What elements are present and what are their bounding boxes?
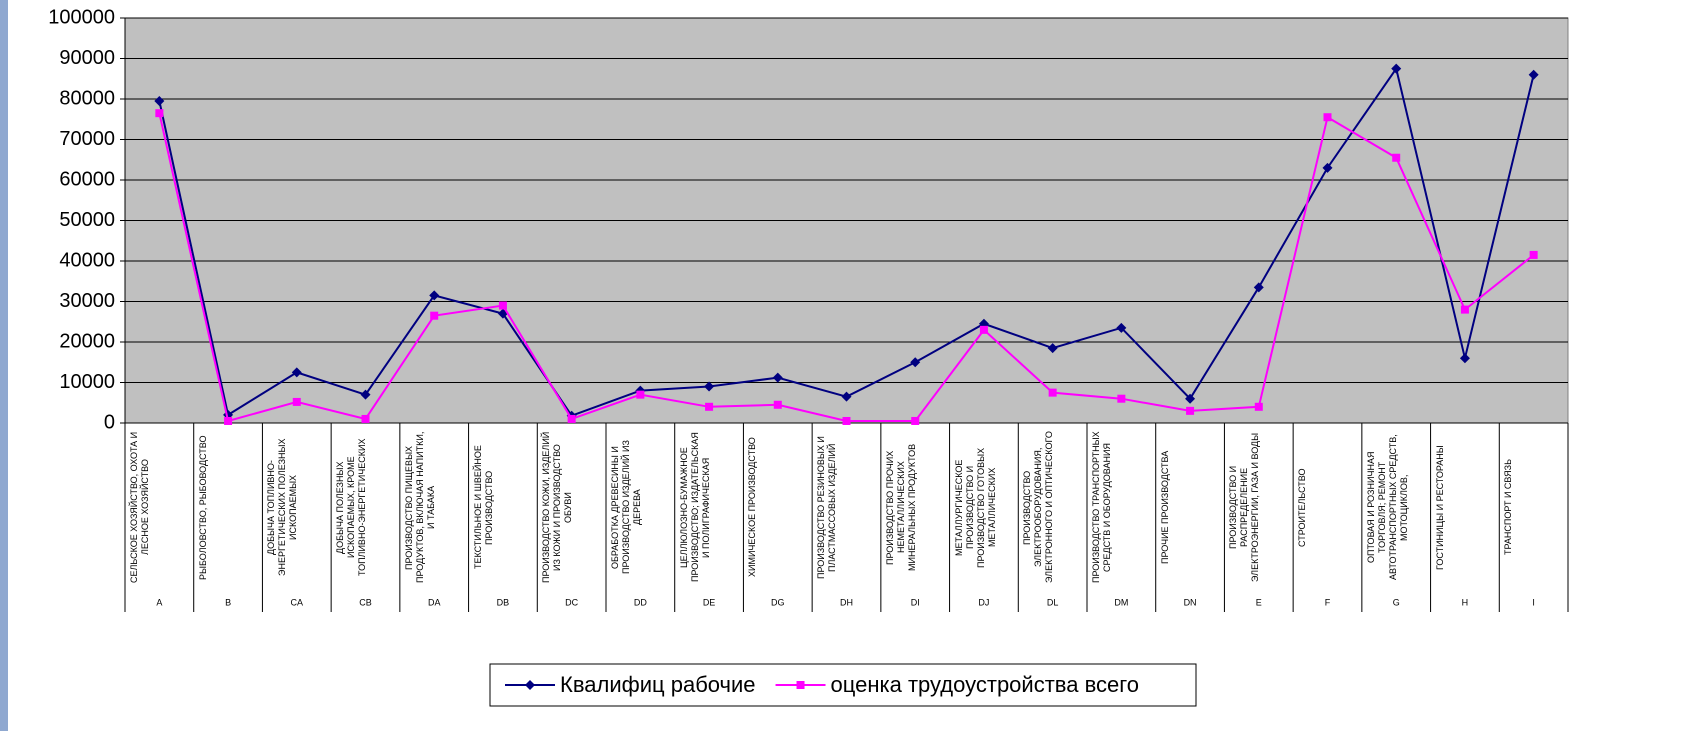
- point-marker: [1529, 250, 1538, 259]
- x-category-code: CB: [359, 597, 372, 607]
- x-category-name: ПРОИЗВОДСТВО РЕЗИНОВЫХ И ПЛАСТМАССОВЫХ И…: [816, 436, 838, 579]
- y-tick-label: 80000: [59, 87, 115, 109]
- point-marker: [1186, 406, 1195, 415]
- point-marker: [498, 301, 507, 310]
- point-marker: [704, 381, 715, 392]
- x-category-code: A: [156, 597, 162, 607]
- point-marker: [1528, 69, 1539, 80]
- y-tick-label: 100000: [48, 6, 115, 28]
- x-category-name: СЕЛЬСКОЕ ХОЗЯЙСТВО, ОХОТА И ЛЕСНОЕ ХОЗЯЙ…: [129, 431, 150, 584]
- x-category-name: ПРОЧИЕ ПРОИЗВОДСТВА: [1159, 450, 1170, 565]
- point-marker: [910, 357, 921, 368]
- x-category-name: МЕТАЛЛУРГИЧЕСКОЕ ПРОИЗВОДСТВО И ПРОИЗВОД…: [953, 447, 997, 568]
- x-category-code: E: [1256, 597, 1262, 607]
- point-marker: [361, 414, 370, 423]
- point-marker: [1460, 305, 1469, 314]
- point-marker: [1459, 353, 1470, 364]
- y-tick-label: 40000: [59, 249, 115, 271]
- x-category-code: DC: [565, 597, 578, 607]
- point-marker: [155, 109, 164, 118]
- point-marker: [292, 397, 301, 406]
- y-tick-label: 0: [104, 411, 115, 433]
- x-category-name: ТРАНСПОРТ И СВЯЗЬ: [1503, 459, 1514, 556]
- point-marker: [979, 325, 988, 334]
- point-marker: [525, 680, 535, 690]
- x-category-code: DI: [911, 597, 920, 607]
- point-marker: [291, 367, 302, 378]
- x-category-code: H: [1462, 597, 1469, 607]
- y-tick-label: 50000: [59, 209, 115, 231]
- point-marker: [705, 402, 714, 411]
- point-marker: [1322, 162, 1333, 173]
- y-tick-label: 60000: [59, 168, 115, 190]
- x-category-code: DH: [840, 597, 853, 607]
- point-marker: [1116, 322, 1127, 333]
- side-strip: [0, 0, 8, 731]
- x-category-code: DB: [497, 597, 510, 607]
- y-tick-label: 20000: [59, 330, 115, 352]
- point-marker: [1323, 113, 1332, 122]
- x-category-code: DN: [1184, 597, 1197, 607]
- legend-box: [489, 663, 1197, 707]
- point-marker: [1253, 282, 1264, 293]
- point-marker: [429, 290, 440, 301]
- x-category-name: ТЕКСТИЛЬНОЕ И ШВЕЙНОЕ ПРОИЗВОДСТВО: [472, 445, 494, 570]
- y-tick-label: 70000: [59, 128, 115, 150]
- point-marker: [772, 372, 783, 383]
- y-tick-label: 90000: [59, 47, 115, 69]
- x-category-name: ПРОИЗВОДСТВО ПРОЧИХ НЕМЕТАЛЛИЧЕСКИХ МИНЕ…: [884, 443, 917, 572]
- point-marker: [773, 400, 782, 409]
- point-marker: [796, 681, 805, 689]
- point-marker: [1391, 63, 1402, 74]
- x-category-code: DE: [703, 597, 716, 607]
- point-marker: [567, 414, 576, 423]
- point-marker: [1048, 388, 1057, 397]
- y-tick-label: 10000: [59, 371, 115, 393]
- point-marker: [1185, 393, 1196, 404]
- point-marker: [1117, 394, 1126, 403]
- point-marker: [1392, 153, 1401, 162]
- x-category-name: ДОБЫЧА ТОПЛИВНО-ЭНЕРГЕТИЧЕСКИХ ПОЛЕЗНЫХ …: [266, 438, 299, 577]
- y-tick-label: 30000: [59, 290, 115, 312]
- x-category-name: ПРОИЗВОДСТВО КОЖИ, ИЗДЕЛИЙ ИЗ КОЖИ И ПРО…: [541, 431, 574, 584]
- point-marker: [360, 389, 371, 400]
- x-category-name: ПРОИЗВОДСТВО ЭЛЕКТРООБОРУДОВАНИЯ, ЭЛЕКТР…: [1022, 431, 1055, 584]
- point-marker: [842, 416, 851, 425]
- point-marker: [911, 416, 920, 425]
- x-category-name: СТРОИТЕЛЬСТВО: [1297, 468, 1308, 547]
- x-category-code: DA: [428, 597, 441, 607]
- x-category-code: G: [1393, 597, 1400, 607]
- x-category-code: CA: [291, 597, 304, 607]
- point-marker: [636, 390, 645, 399]
- point-marker: [154, 96, 165, 107]
- legend-label: Квалифиц рабочие: [560, 672, 756, 697]
- x-category-code: DG: [771, 597, 785, 607]
- x-category-code: F: [1325, 597, 1331, 607]
- x-category-code: B: [225, 597, 231, 607]
- x-category-name: ОПТОВАЯ И РОЗНИЧНАЯ ТОРГОВЛЯ; РЕМОНТ АВТ…: [1365, 434, 1409, 581]
- legend-label: оценка трудоустройства всего: [831, 672, 1140, 697]
- point-marker: [1047, 343, 1058, 354]
- point-marker: [841, 391, 852, 402]
- x-category-name: ПРОИЗВОДСТВО ТРАНСПОРТНЫХ СРЕДСТВ И ОБОР…: [1091, 431, 1112, 584]
- x-category-name: ОБРАБОТКА ДРЕВЕСИНЫ И ПРОИЗВОДСТВО ИЗДЕЛ…: [610, 440, 642, 575]
- x-category-name: ПРОИЗВОДСТВО И РАСПРЕДЕЛЕНИЕ ЭЛЕКТРОЭНЕР…: [1228, 432, 1261, 583]
- x-category-name: РЫБОЛОВСТВО, РЫБОВОДСТВО: [197, 435, 208, 580]
- point-marker: [1254, 402, 1263, 411]
- x-category-code: DL: [1047, 597, 1059, 607]
- x-category-name: ДОБЫЧА ПОЛЕЗНЫХ ИСКОПАЕМЫХ, КРОМЕ ТОПЛИВ…: [335, 438, 368, 577]
- x-category-code: DD: [634, 597, 647, 607]
- point-marker: [430, 311, 439, 320]
- point-marker: [224, 416, 233, 425]
- x-category-name: ХИМИЧЕСКОЕ ПРОИЗВОДСТВО: [747, 437, 758, 578]
- x-category-name: ГОСТИНИЦЫ И РЕСТОРАНЫ: [1434, 445, 1445, 570]
- x-category-code: I: [1532, 597, 1535, 607]
- x-category-code: DM: [1114, 597, 1128, 607]
- x-category-name: ЦЕЛЛЮЛОЗНО-БУМАЖНОЕ ПРОИЗВОДСТВО; ИЗДАТЕ…: [678, 432, 711, 583]
- x-category-name: ПРОИЗВОДСТВО ПИЩЕВЫХ ПРОДУКТОВ, ВКЛЮЧАЯ …: [403, 431, 436, 584]
- x-category-code: DJ: [978, 597, 989, 607]
